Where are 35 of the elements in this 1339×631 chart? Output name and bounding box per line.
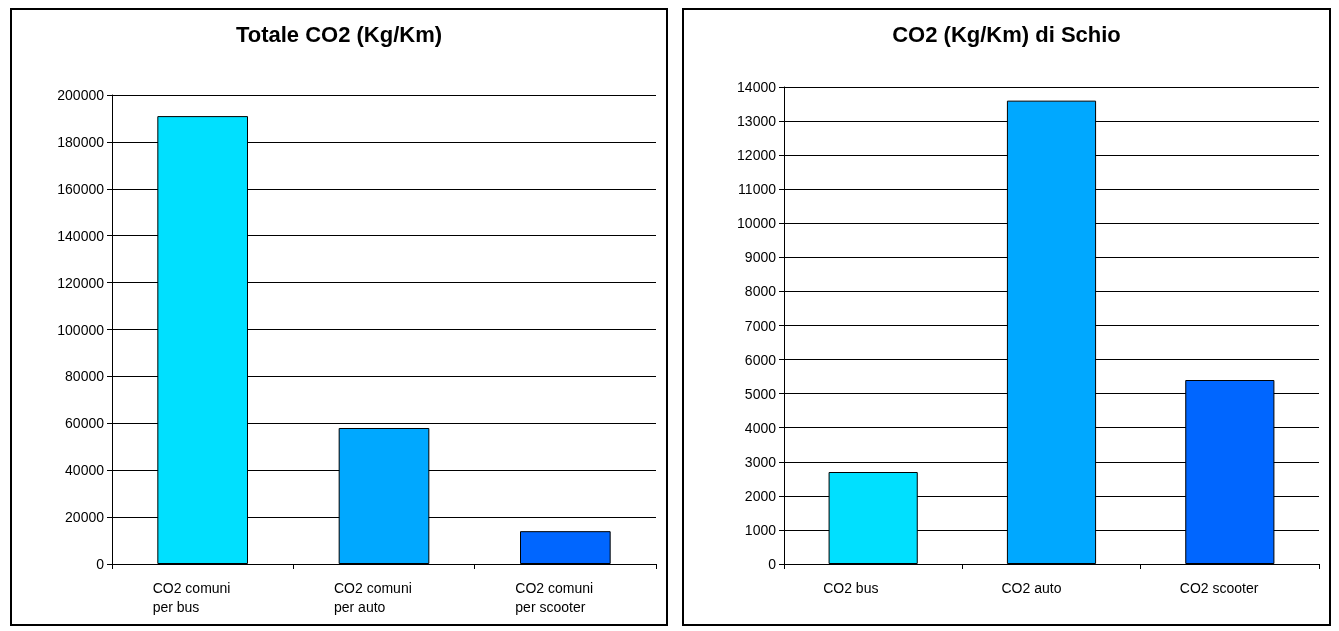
y-tick-label: 12000 [737, 147, 777, 164]
chart-title: Totale CO2 (Kg/Km) [235, 21, 443, 47]
y-tick-label: 6000 [744, 351, 777, 368]
y-tick-label: 5000 [744, 385, 777, 402]
y-tick-label: 120000 [57, 274, 105, 291]
x-tick-label: CO2 scooter [1179, 579, 1259, 596]
y-tick-label: 8000 [744, 283, 777, 300]
y-tick-label: 2000 [744, 487, 777, 504]
bar [520, 531, 611, 564]
y-tick-label: 3000 [744, 453, 777, 470]
y-tick-label: 180000 [57, 133, 105, 150]
y-tick-label: 9000 [744, 249, 777, 266]
y-tick-label: 14000 [737, 79, 777, 95]
y-tick-label: 1000 [744, 521, 777, 538]
y-tick-label: 0 [768, 556, 777, 572]
y-tick-label: 40000 [65, 462, 105, 479]
y-tick-label: 60000 [65, 415, 105, 432]
x-tick-label: CO2 comuni per bus [152, 579, 235, 615]
y-tick-label: 200000 [57, 87, 105, 103]
x-tick-label: CO2 comuni per auto [334, 579, 416, 615]
y-tick-label: 100000 [57, 321, 105, 338]
y-tick-label: 140000 [57, 227, 105, 244]
y-tick-label: 160000 [57, 180, 105, 197]
y-tick-label: 7000 [744, 317, 777, 334]
y-tick-label: 20000 [65, 509, 105, 526]
y-tick-label: 13000 [737, 113, 777, 130]
chart-title: CO2 (Kg/Km) di Schio [892, 21, 1121, 47]
x-tick-label: CO2 comuni per scooter [515, 579, 598, 615]
x-tick-label: CO2 auto [1001, 579, 1062, 596]
y-tick-label: 11000 [738, 181, 777, 198]
y-tick-label: 10000 [737, 215, 777, 232]
y-tick-label: 0 [96, 556, 105, 572]
y-tick-label: 4000 [744, 419, 777, 436]
y-tick-label: 80000 [65, 368, 105, 385]
x-tick-label: CO2 bus [823, 579, 879, 596]
